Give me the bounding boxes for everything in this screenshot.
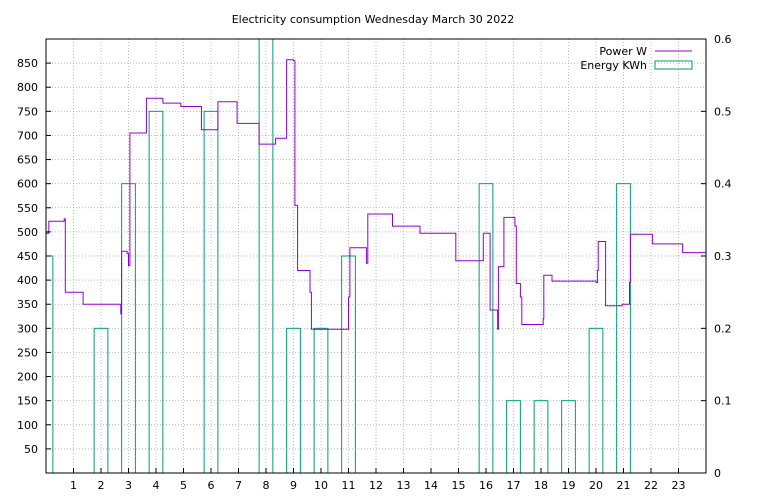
y-tick-label: 850 (17, 57, 38, 70)
y2-tick-label: 0 (714, 467, 721, 480)
y-tick-label: 350 (17, 298, 38, 311)
x-tick-label: 20 (589, 479, 603, 492)
legend-swatch-energy (654, 60, 693, 70)
y2-tick-label: 0.5 (714, 105, 732, 118)
legend: Power W Energy KWh (580, 45, 693, 72)
x-tick-label: 18 (534, 479, 548, 492)
legend-label-energy: Energy KWh (580, 59, 647, 72)
x-tick-label: 16 (479, 479, 493, 492)
y-tick-label: 450 (17, 250, 38, 263)
y-tick-label: 150 (17, 395, 38, 408)
grid (46, 39, 706, 473)
energy-bar (588, 327, 604, 474)
y-tick-label: 50 (24, 443, 38, 456)
y-tick-label: 300 (17, 322, 38, 335)
x-tick-label: 22 (644, 479, 658, 492)
y-tick-label: 400 (17, 274, 38, 287)
x-tick-label: 19 (562, 479, 576, 492)
y2-tick-label: 0.1 (714, 395, 732, 408)
y-tick-label: 750 (17, 105, 38, 118)
legend-label-power: Power W (599, 45, 647, 58)
x-tick-label: 7 (235, 479, 242, 492)
x-tick-label: 5 (180, 479, 187, 492)
x-tick-label: 2 (98, 479, 105, 492)
x-tick-label: 1 (70, 479, 77, 492)
y-tick-label: 600 (17, 178, 38, 191)
x-tick-label: 4 (153, 479, 160, 492)
x-tick-label: 11 (342, 479, 356, 492)
power-series (46, 59, 706, 330)
x-tick-label: 3 (125, 479, 132, 492)
x-tick-label: 8 (263, 479, 270, 492)
y-tick-label: 650 (17, 154, 38, 167)
power-line (46, 59, 706, 330)
x-tick-label: 6 (208, 479, 215, 492)
y2-tick-label: 0.6 (714, 33, 732, 46)
y-tick-label: 100 (17, 419, 38, 432)
y-tick-label: 200 (17, 371, 38, 384)
x-tick-label: 14 (424, 479, 438, 492)
y-tick-label: 550 (17, 202, 38, 215)
x-tick-label: 23 (672, 479, 686, 492)
x-tick-label: 17 (507, 479, 521, 492)
x-tick-label: 13 (397, 479, 411, 492)
x-tick-label: 21 (617, 479, 631, 492)
y2-tick-label: 0.3 (714, 250, 732, 263)
energy-bar (45, 255, 54, 474)
y2-tick-label: 0.4 (714, 178, 732, 191)
y-tick-label: 800 (17, 81, 38, 94)
x-tick-label: 10 (314, 479, 328, 492)
y-tick-label: 700 (17, 129, 38, 142)
ticks: 1 2 3 4 5 6 7 8 9 10 11 12 13 14 15 16 17 18 19 20 21 22 23501… (17, 33, 732, 492)
x-tick-label: 9 (290, 479, 297, 492)
x-tick-label: 15 (452, 479, 466, 492)
y2-tick-label: 0.2 (714, 322, 732, 335)
y-tick-label: 250 (17, 346, 38, 359)
x-tick-label: 12 (369, 479, 383, 492)
y-tick-label: 500 (17, 226, 38, 239)
chart-title: Electricity consumption Wednesday March … (232, 13, 515, 26)
